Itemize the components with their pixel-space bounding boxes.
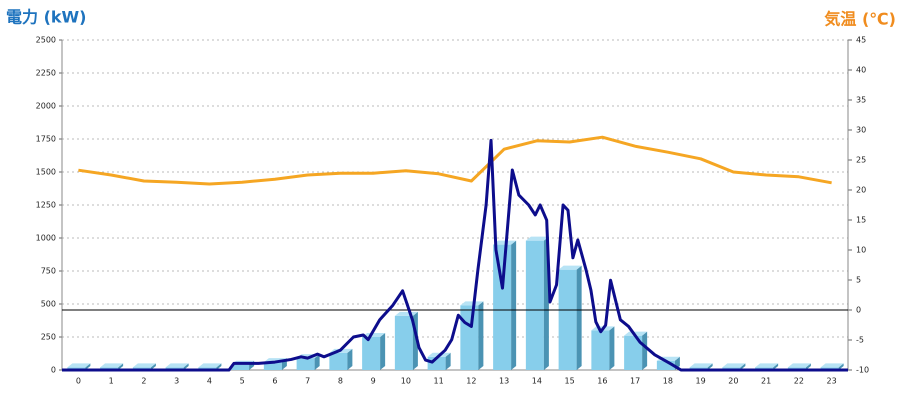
y-tick-label: 1750 (36, 135, 56, 144)
x-tick-label: 12 (466, 377, 476, 386)
y2-axis-title: 気温 (℃) (824, 10, 896, 29)
y-tick-label: 2500 (36, 36, 56, 45)
y-tick-label: 1000 (36, 234, 56, 243)
x-tick-label: 21 (761, 377, 771, 386)
x-tick-label: 19 (696, 377, 706, 386)
bar-top (132, 363, 156, 368)
x-tick-label: 5 (240, 377, 245, 386)
y-tick-label: 1500 (36, 168, 56, 177)
y-tick-label: 1250 (36, 201, 56, 210)
bar-top (100, 363, 124, 368)
bar-top (67, 363, 91, 368)
x-tick-label: 20 (728, 377, 738, 386)
bar (525, 240, 544, 370)
bar-side (838, 363, 844, 370)
x-tick-label: 8 (338, 377, 343, 386)
y2-tick-label: 30 (856, 126, 866, 135)
bar (493, 244, 512, 370)
bar-side (609, 326, 615, 370)
bar-top (558, 265, 582, 270)
y-tick-label: 250 (41, 333, 56, 342)
bar (231, 364, 250, 370)
bar (624, 335, 643, 370)
x-tick-label: 10 (401, 377, 411, 386)
bar-side (216, 363, 222, 370)
x-tick-label: 17 (630, 377, 640, 386)
bar-side (642, 331, 648, 370)
bar-top (722, 363, 746, 368)
y2-tick-label: 15 (856, 216, 866, 225)
bar-top (362, 333, 386, 337)
y-tick-label: 2250 (36, 69, 56, 78)
bar-side (707, 363, 713, 370)
bar-side (183, 363, 189, 370)
y-tick-label: 750 (41, 267, 56, 276)
y-tick-label: 500 (41, 300, 56, 309)
bar-top (460, 301, 484, 306)
bar-top (787, 363, 811, 368)
bar-side (314, 354, 320, 370)
x-tick-label: 1 (109, 377, 114, 386)
bar-side (150, 363, 156, 370)
y2-tick-label: 20 (856, 186, 866, 195)
x-tick-label: 6 (272, 377, 277, 386)
x-tick-label: 16 (597, 377, 607, 386)
bar-side (85, 363, 91, 370)
y2-tick-label: -10 (856, 366, 869, 375)
bar (263, 362, 282, 370)
bar-top (689, 363, 713, 368)
x-tick-label: 18 (663, 377, 673, 386)
bar-side (478, 301, 484, 370)
bar (362, 337, 381, 370)
y2-tick-label: 5 (856, 276, 861, 285)
power-line (62, 138, 848, 372)
y2-tick-label: -5 (856, 336, 864, 345)
bar-side (445, 352, 451, 370)
y2-tick-label: 10 (856, 246, 866, 255)
x-tick-label: 0 (76, 377, 81, 386)
bar (460, 305, 479, 370)
bar-top (525, 236, 549, 241)
bar (394, 315, 413, 370)
x-tick-label: 2 (141, 377, 146, 386)
y-tick-label: 0 (51, 366, 56, 375)
x-tick-label: 13 (499, 377, 509, 386)
y2-tick-label: 0 (856, 306, 861, 315)
bar-side (511, 240, 517, 370)
x-tick-label: 4 (207, 377, 212, 386)
x-tick-label: 23 (827, 377, 837, 386)
bar-top (198, 363, 222, 368)
bar-side (347, 348, 353, 370)
x-tick-label: 7 (305, 377, 310, 386)
y2-tick-label: 35 (856, 96, 866, 105)
x-tick-label: 14 (532, 377, 542, 386)
temperature-line (78, 135, 832, 186)
bar (296, 358, 315, 370)
bar (591, 330, 610, 370)
bar (656, 360, 675, 370)
bar (329, 352, 348, 370)
x-tick-label: 9 (371, 377, 376, 386)
bar-top (493, 240, 517, 245)
bar-side (773, 363, 779, 370)
bar-top (165, 363, 189, 368)
bar-top (820, 363, 844, 368)
y2-tick-label: 25 (856, 156, 866, 165)
bar-side (118, 363, 124, 370)
bar-side (805, 363, 811, 370)
y-axis-title: 電力 (kW) (6, 8, 87, 27)
bar-side (380, 333, 386, 370)
bar-top (755, 363, 779, 368)
y-tick-label: 2000 (36, 102, 56, 111)
x-tick-label: 3 (174, 377, 179, 386)
bar-side (740, 363, 746, 370)
x-tick-label: 11 (434, 377, 444, 386)
bar-side (576, 265, 582, 370)
x-tick-label: 22 (794, 377, 804, 386)
bar (558, 269, 577, 370)
x-tick-label: 15 (565, 377, 575, 386)
y2-tick-label: 40 (856, 66, 866, 75)
y2-tick-label: 45 (856, 36, 866, 45)
